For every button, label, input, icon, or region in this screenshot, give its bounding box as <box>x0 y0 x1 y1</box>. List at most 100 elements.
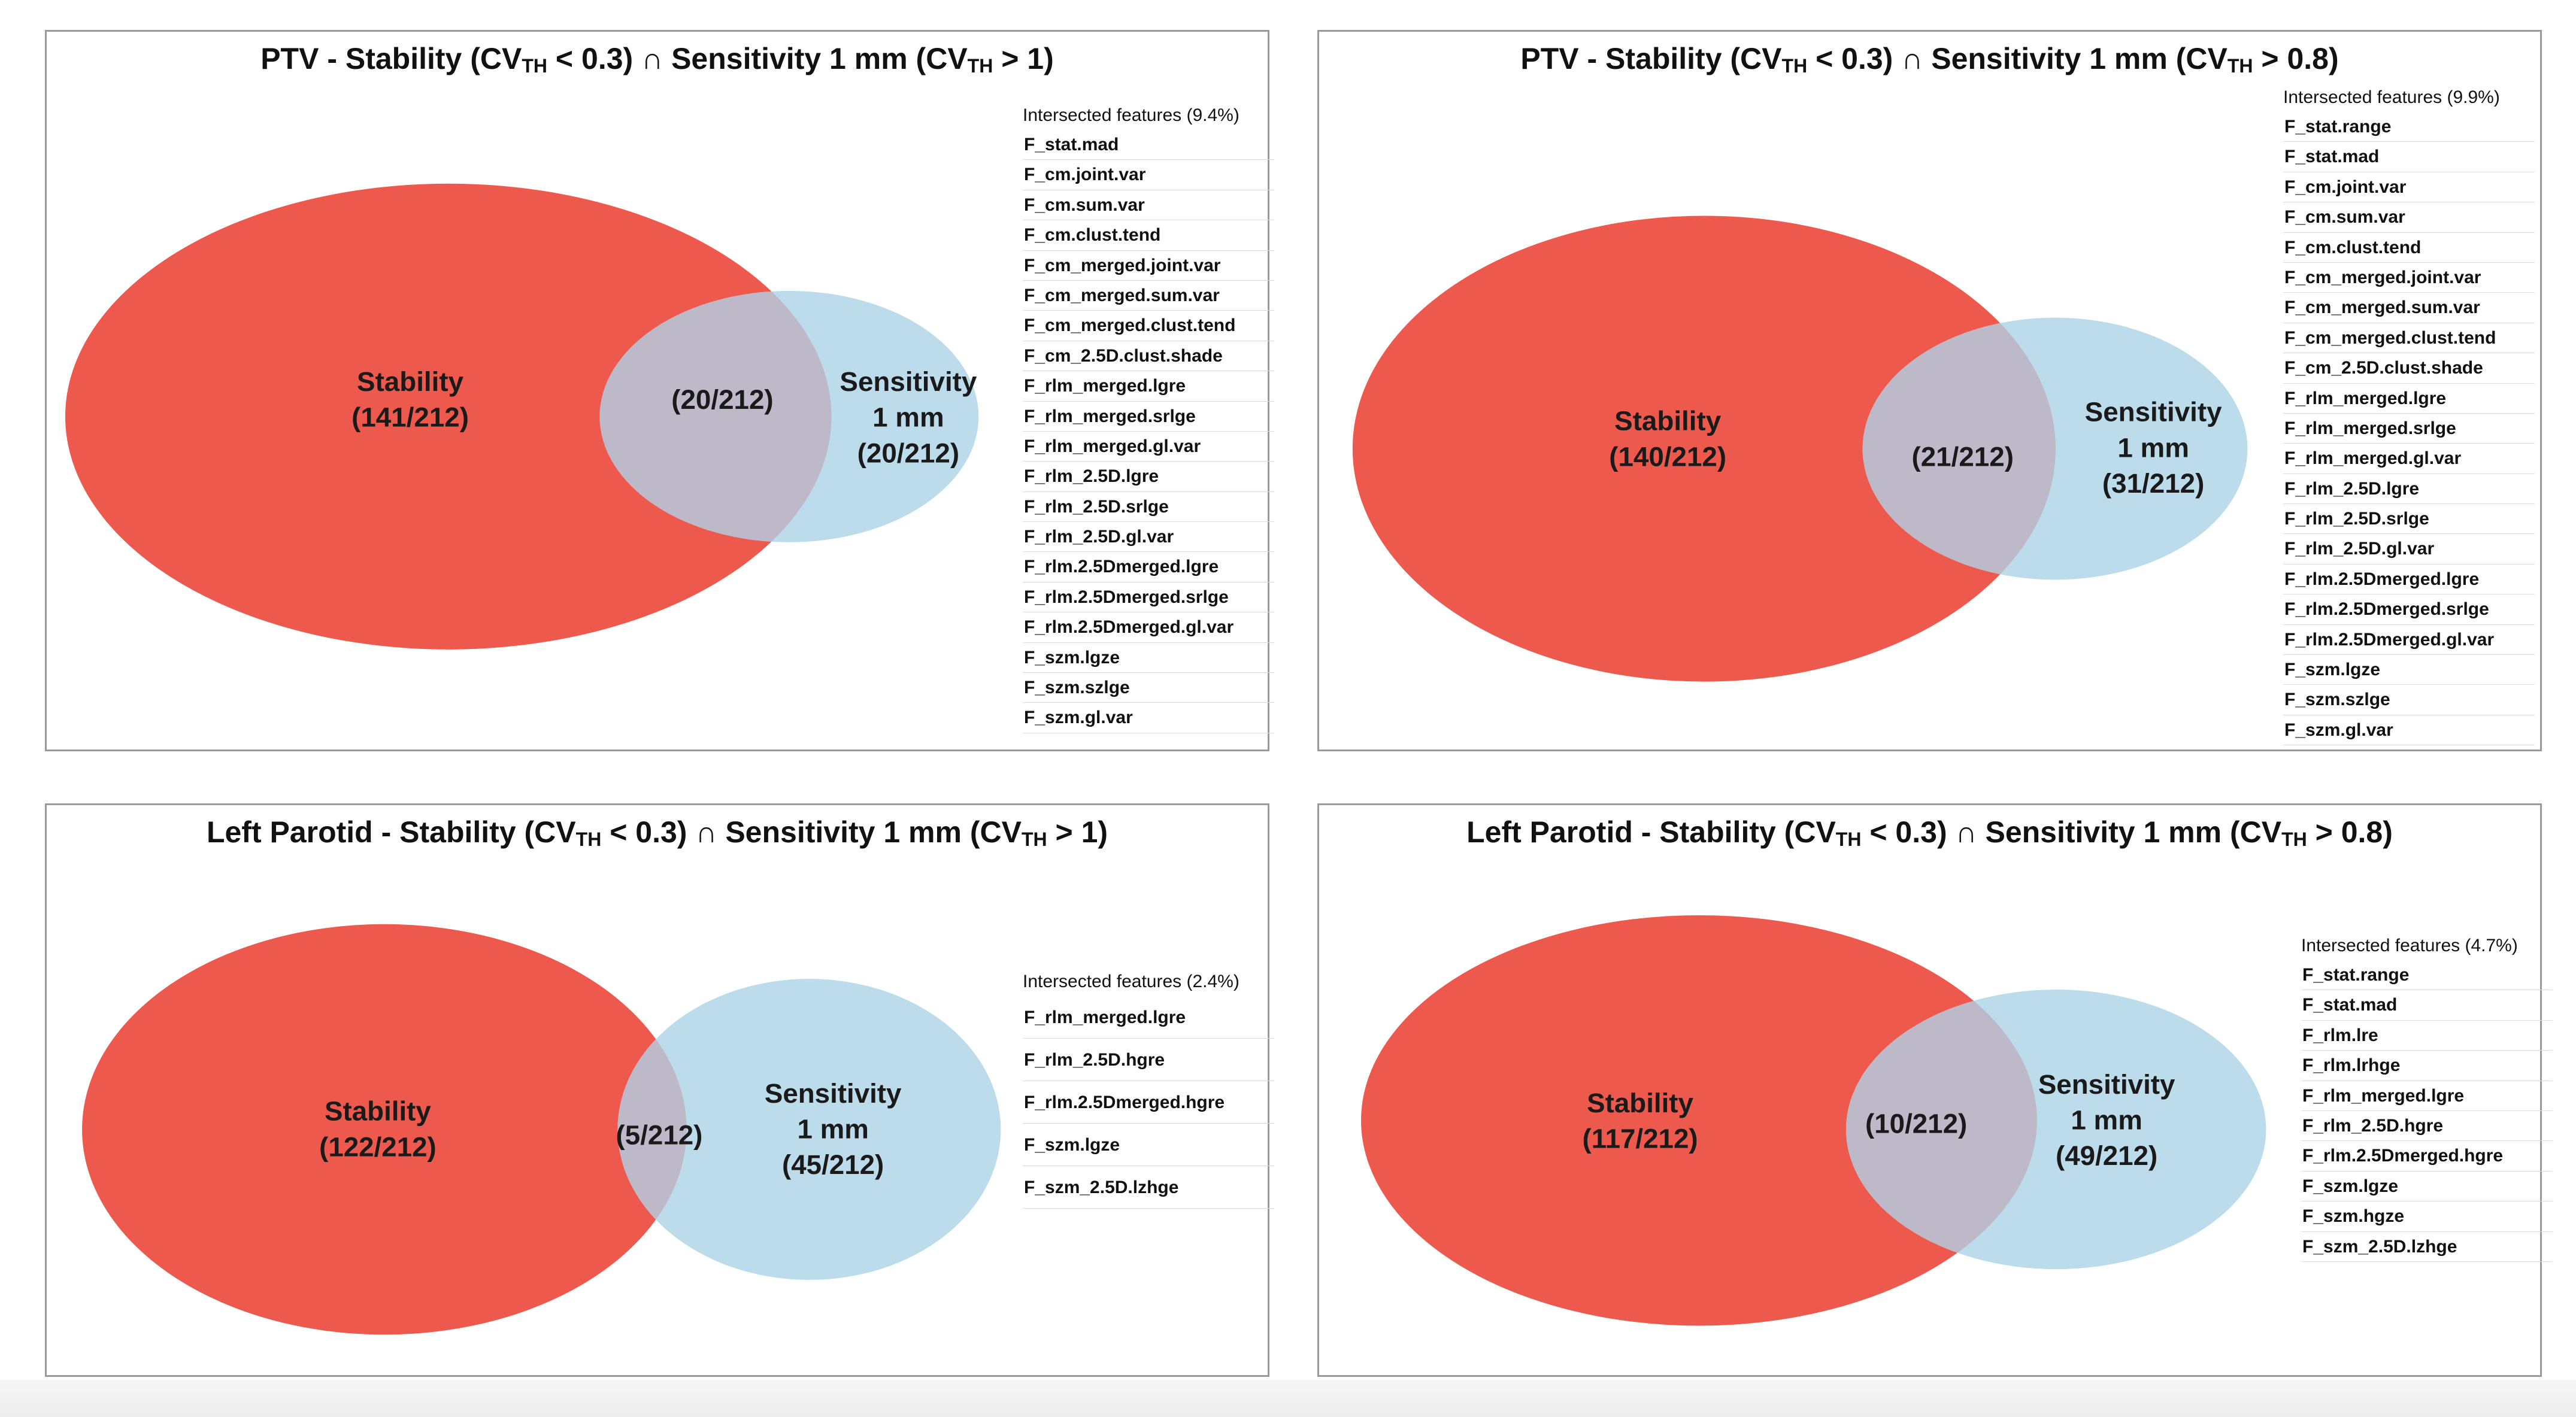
stability-count: (141/212) <box>351 402 469 433</box>
feature-item: F_rlm_2.5D.hgre <box>1023 1039 1274 1081</box>
stability-label: Stability <box>1587 1088 1693 1118</box>
feature-item: F_cm_2.5D.clust.shade <box>1023 341 1274 372</box>
intersected-features-list: Intersected features (9.9%) F_stat.range… <box>2283 86 2535 746</box>
feature-item: F_rlm_merged.lgre <box>1023 996 1274 1039</box>
sensitivity-count: (45/212) <box>782 1149 884 1180</box>
venn-diagram: Stability (140/212) (21/212) Sensitivity… <box>1352 216 2248 682</box>
feature-item: F_rlm_merged.lgre <box>1023 371 1274 402</box>
feature-item: F_cm_2.5D.clust.shade <box>2283 353 2535 384</box>
feature-item: F_rlm_2.5D.srlge <box>1023 492 1274 523</box>
feature-item: F_rlm_2.5D.srlge <box>2283 504 2535 535</box>
feature-item: F_stat.mad <box>2301 990 2553 1021</box>
feature-item: F_rlm.lrhge <box>2301 1051 2553 1081</box>
stability-set <box>65 183 832 650</box>
feature-item: F_rlm_merged.lgre <box>2301 1081 2553 1111</box>
venn-diagram: Stability (117/212) (10/212) Sensitivity… <box>1360 915 2266 1326</box>
feature-item: F_rlm_2.5D.gl.var <box>2283 534 2535 565</box>
venn-diagram: Stability (122/212) (5/212) Sensitivity … <box>82 924 1001 1335</box>
panel-title: PTV - Stability (CVTH < 0.3) ∩ Sensitivi… <box>260 42 1054 77</box>
feature-item: F_rlm_merged.srlge <box>2283 414 2535 444</box>
feature-item: F_rlm.lre <box>2301 1021 2553 1051</box>
intersection-count: (21/212) <box>1911 441 2013 472</box>
sensitivity-label: Sensitivity <box>2038 1069 2175 1100</box>
stability-count: (122/212) <box>319 1131 437 1162</box>
sensitivity-count: (20/212) <box>857 438 959 468</box>
feature-item: F_rlm_merged.gl.var <box>2283 444 2535 474</box>
feature-item: F_cm.clust.tend <box>2283 233 2535 263</box>
stability-set <box>82 924 687 1335</box>
intersection-region <box>1845 990 2037 1270</box>
sensitivity-label-2: 1 mm <box>797 1113 868 1144</box>
feature-item: F_rlm.2.5Dmerged.hgre <box>1023 1081 1274 1124</box>
feature-item: F_szm_2.5D.lzhge <box>1023 1166 1274 1209</box>
feature-item: F_rlm_merged.srlge <box>1023 402 1274 432</box>
feature-item: F_cm.sum.var <box>1023 190 1274 221</box>
feature-item: F_rlm_merged.lgre <box>2283 384 2535 414</box>
stability-label: Stability <box>357 366 464 397</box>
feature-item: F_rlm_2.5D.hgre <box>2301 1111 2553 1142</box>
feature-item: F_rlm.2.5Dmerged.lgre <box>1023 552 1274 582</box>
feature-item: F_szm.lgze <box>1023 1124 1274 1166</box>
feature-item: F_cm.sum.var <box>2283 202 2535 233</box>
intersected-features-list: Intersected features (2.4%) F_rlm_merged… <box>1023 970 1274 1209</box>
feature-item: F_szm_2.5D.lzhge <box>2301 1232 2553 1262</box>
feature-item: F_rlm.2.5Dmerged.lgre <box>2283 565 2535 595</box>
feature-item: F_szm.gl.var <box>1023 703 1274 733</box>
feature-item: F_rlm.2.5Dmerged.srlge <box>1023 582 1274 613</box>
feature-item: F_rlm_merged.gl.var <box>1023 432 1274 462</box>
feature-item: F_szm.lgze <box>2301 1172 2553 1202</box>
stability-set <box>1352 216 2056 682</box>
intersection-region <box>1862 317 2056 580</box>
feature-item: F_rlm.2.5Dmerged.gl.var <box>1023 612 1274 643</box>
stability-label: Stability <box>1614 406 1722 436</box>
feature-item: F_cm_merged.sum.var <box>1023 281 1274 311</box>
stability-count: (117/212) <box>1582 1123 1698 1154</box>
stability-label: Stability <box>325 1096 431 1127</box>
feature-item: F_szm.szlge <box>1023 673 1274 703</box>
sensitivity-count: (49/212) <box>2056 1140 2157 1171</box>
feature-item: F_cm_merged.clust.tend <box>2283 323 2535 354</box>
feature-item: F_cm_merged.joint.var <box>2283 263 2535 293</box>
sensitivity-count: (31/212) <box>2102 468 2204 499</box>
sensitivity-label-2: 1 mm <box>872 402 944 433</box>
feature-item: F_cm.joint.var <box>1023 160 1274 190</box>
feature-item: F_szm.gl.var <box>2283 715 2535 746</box>
venn-diagram: Stability (141/212) (20/212) Sensitivity… <box>65 183 979 650</box>
feature-item: F_rlm_2.5D.lgre <box>1023 462 1274 492</box>
panel-title: Left Parotid - Stability (CVTH < 0.3) ∩ … <box>1466 815 2393 850</box>
features-header: Intersected features (2.4%) <box>1023 972 1239 991</box>
panel-title: PTV - Stability (CVTH < 0.3) ∩ Sensitivi… <box>1520 42 2339 77</box>
intersection-region <box>599 290 832 542</box>
feature-item: F_szm.lgze <box>1023 643 1274 673</box>
stability-set <box>1360 915 2037 1326</box>
panel-title: Left Parotid - Stability (CVTH < 0.3) ∩ … <box>206 815 1108 850</box>
sensitivity-label: Sensitivity <box>840 366 977 397</box>
features-header: Intersected features (9.4%) <box>1023 105 1239 125</box>
feature-item: F_cm_merged.clust.tend <box>1023 311 1274 341</box>
feature-item: F_cm.joint.var <box>2283 172 2535 203</box>
feature-item: F_cm_merged.joint.var <box>1023 251 1274 281</box>
feature-item: F_szm.hgze <box>2301 1201 2553 1232</box>
feature-item: F_stat.mad <box>2283 142 2535 172</box>
feature-item: F_cm.clust.tend <box>1023 220 1274 251</box>
venn-panel-left-parotid-cv1: Left Parotid - Stability (CVTH < 0.3) ∩ … <box>45 803 1274 1377</box>
intersected-features-list: Intersected features (4.7%) F_stat.range… <box>2301 934 2553 1262</box>
feature-item: F_szm.szlge <box>2283 685 2535 715</box>
feature-item: F_rlm_2.5D.lgre <box>2283 474 2535 505</box>
feature-item: F_stat.mad <box>1023 130 1274 160</box>
sensitivity-label-2: 1 mm <box>2071 1105 2142 1136</box>
intersection-count: (10/212) <box>1865 1109 1967 1139</box>
intersection-count: (5/212) <box>616 1119 703 1150</box>
intersected-features-list: Intersected features (9.4%) F_stat.mad F… <box>1023 104 1274 733</box>
page-bottom-shade <box>0 1380 2576 1417</box>
feature-item: F_szm.lgze <box>2283 655 2535 685</box>
features-header: Intersected features (9.9%) <box>2283 87 2500 107</box>
venn-panel-ptv-cv1: PTV - Stability (CVTH < 0.3) ∩ Sensitivi… <box>45 30 1274 751</box>
feature-item: F_cm_merged.sum.var <box>2283 293 2535 323</box>
feature-item: F_stat.range <box>2301 960 2553 991</box>
feature-item: F_rlm.2.5Dmerged.srlge <box>2283 594 2535 625</box>
intersection-count: (20/212) <box>671 384 773 415</box>
feature-item: F_stat.range <box>2283 112 2535 142</box>
sensitivity-label: Sensitivity <box>2085 397 2222 427</box>
feature-item: F_rlm.2.5Dmerged.gl.var <box>2283 625 2535 656</box>
